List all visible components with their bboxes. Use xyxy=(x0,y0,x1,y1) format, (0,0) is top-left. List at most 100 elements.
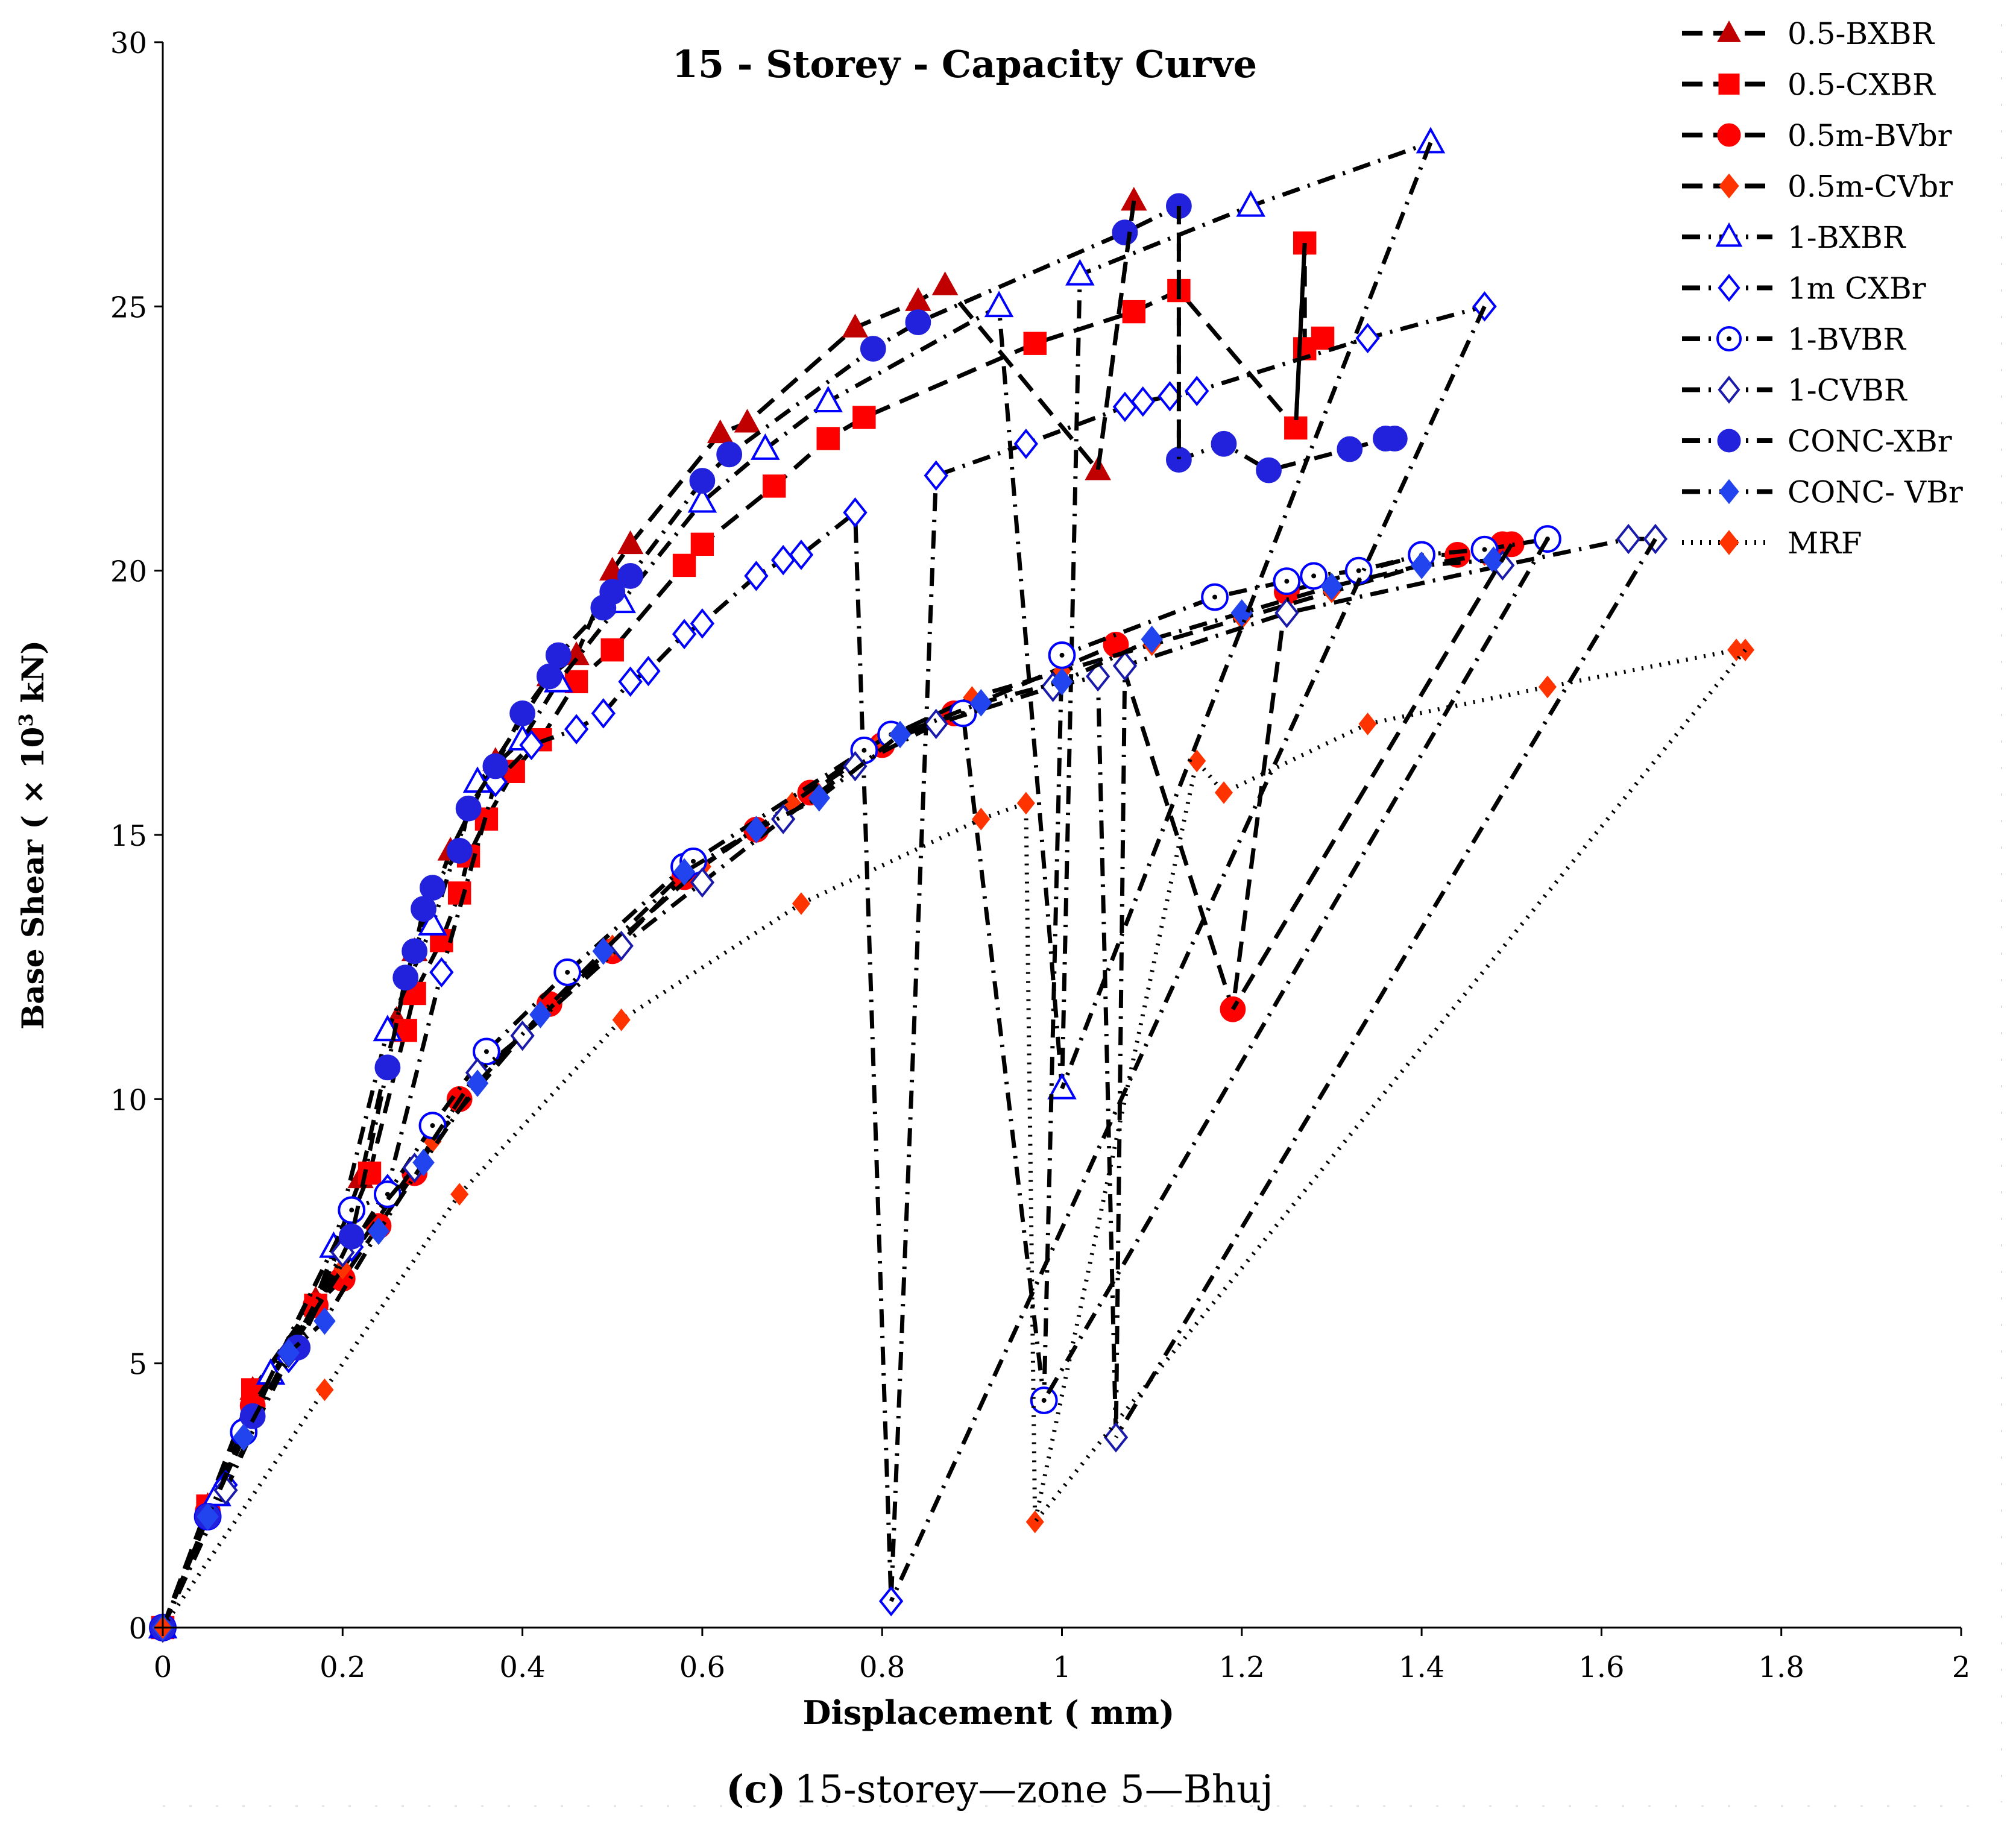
point-0-5-bxbr xyxy=(734,409,761,433)
point-conc-vbr xyxy=(1141,625,1163,653)
legend-marker xyxy=(1715,222,1743,247)
chart-title: 15 - Storey - Capacity Curve xyxy=(672,42,1257,86)
unloading-branches xyxy=(889,142,1747,1602)
point-conc-xbr xyxy=(1211,430,1237,457)
y-axis-label-main: Base Shear ( × 10 xyxy=(15,727,51,1030)
legend-marker xyxy=(1719,173,1739,199)
series-0-5m-bvbr xyxy=(150,531,1525,1641)
point-1-bvbr-center-dot xyxy=(690,858,696,864)
legend-label: 0.5m-BVbr xyxy=(1788,118,1952,153)
point-1-bvbr-center-dot xyxy=(484,1049,489,1054)
point-conc-xbr xyxy=(455,795,482,822)
point-1-bvbr-center-dot xyxy=(430,1123,435,1128)
point-0-5-cxbr xyxy=(852,406,876,429)
legend-marker-center-dot xyxy=(1727,336,1731,341)
point-1m-cxbr xyxy=(564,714,589,744)
point-mrf xyxy=(1025,1510,1044,1534)
y-tick-label: 25 xyxy=(110,291,147,324)
point-1-cvbr xyxy=(1274,597,1299,629)
point-0-5-bxbr xyxy=(905,287,931,311)
legend-item-0-5m-bvbr: 0.5m-BVbr xyxy=(1682,118,1952,153)
point-conc-xbr xyxy=(860,336,886,362)
y-tick-label: 30 xyxy=(110,27,147,60)
x-tick-label: 0 xyxy=(154,1651,172,1684)
point-1-cvbr xyxy=(690,867,715,898)
unloading-line-1-bvbr xyxy=(1042,538,1549,1402)
legend-marker xyxy=(1717,429,1741,453)
point-conc-vbr xyxy=(1051,667,1073,696)
point-1m-cxbr xyxy=(1472,291,1497,322)
point-mrf xyxy=(1214,781,1233,804)
point-conc-vbr xyxy=(745,816,767,844)
series-1-bvbr xyxy=(149,525,1561,1641)
point-1-bxbr xyxy=(813,385,843,412)
point-mrf xyxy=(792,892,811,915)
point-1m-cxbr xyxy=(672,618,697,650)
point-mrf xyxy=(972,807,991,831)
point-1m-cxbr xyxy=(429,957,454,988)
point-1m-cxbr xyxy=(789,540,814,570)
x-tick-label: 1 xyxy=(1053,1651,1071,1684)
point-1-bxbr xyxy=(751,433,780,460)
point-1-cvbr xyxy=(213,1474,238,1506)
x-tick-label: 0.8 xyxy=(859,1651,905,1684)
x-tick-label: 0.4 xyxy=(499,1651,545,1684)
point-mrf xyxy=(1538,675,1557,699)
series-line-0-5m-cvbr xyxy=(160,552,1485,1629)
point-1m-cxbr xyxy=(1130,386,1155,417)
y-axis-label-superscript: 3 xyxy=(14,713,37,726)
series-line-1m-cxbr xyxy=(160,304,1485,1629)
series-mrf xyxy=(153,638,1755,1639)
point-conc-vbr xyxy=(970,689,992,717)
axis-layer xyxy=(162,42,1961,1629)
point-0-5-cxbr xyxy=(600,638,624,662)
y-axis-label: Base Shear ( × 103 kN) xyxy=(14,640,51,1030)
point-conc-vbr xyxy=(808,784,831,812)
legend-label: 1m CXBr xyxy=(1788,271,1926,306)
point-conc-xbr xyxy=(420,875,446,901)
y-axis-label-unit: kN) xyxy=(15,640,51,713)
y-tick-label: 10 xyxy=(110,1083,147,1117)
point-conc-xbr xyxy=(1337,436,1363,462)
tick-layer: 0 5 10 15 20 25 30 0 0.2 0.4 0.6 0.8 1 1.2 1.4 1.6 1.8 2 xyxy=(110,27,1970,1684)
point-conc-xbr xyxy=(545,642,572,669)
point-1m-cxbr xyxy=(1112,391,1138,423)
point-1-bvbr-center-dot xyxy=(1041,1398,1047,1403)
unloading-line-mrf xyxy=(1033,648,1747,1523)
y-tick-label: 15 xyxy=(110,819,147,853)
point-1-bvbr-center-dot xyxy=(862,747,867,753)
series-line-mrf xyxy=(161,647,1745,1629)
unloading-line-1-cvbr xyxy=(1114,538,1657,1439)
point-conc-xbr xyxy=(509,700,535,726)
legend-marker xyxy=(1718,274,1740,302)
legend-item-1-bvbr: 1-BVBR xyxy=(1682,322,1906,357)
point-conc-vbr xyxy=(1320,573,1343,600)
series-1-cvbr xyxy=(150,523,1668,1643)
series-line-1-bvbr xyxy=(160,537,1548,1629)
point-conc-xbr xyxy=(905,309,931,336)
point-0-5-cxbr xyxy=(816,427,840,450)
point-1-bxbr xyxy=(1416,127,1446,154)
legend-marker xyxy=(1719,530,1739,555)
series-line-1-bxbr xyxy=(160,140,1432,1629)
point-1-bxbr xyxy=(984,291,1014,318)
legend-item-1-bxbr: 1-BXBR xyxy=(1682,220,1906,255)
series-0-5m-cvbr xyxy=(153,543,1494,1639)
point-0-5-bxbr xyxy=(707,419,734,444)
point-conc-vbr xyxy=(592,937,615,965)
point-1m-cxbr xyxy=(770,544,796,576)
point-1m-cxbr xyxy=(843,497,868,528)
legend-item-conc-xbr: CONC-XBr xyxy=(1682,424,1952,459)
point-conc-xbr xyxy=(1112,219,1138,246)
point-1-cvbr xyxy=(1085,661,1110,692)
x-tick-label: 1.8 xyxy=(1759,1651,1804,1684)
point-1-cvbr xyxy=(1616,523,1641,555)
x-tick-label: 2 xyxy=(1952,1651,1971,1684)
point-1-bxbr xyxy=(418,908,447,936)
point-mrf xyxy=(1358,713,1377,735)
point-1m-cxbr xyxy=(618,666,643,697)
legend-marker xyxy=(1718,376,1740,404)
x-tick-label: 1.2 xyxy=(1219,1651,1265,1684)
point-0-5-cxbr xyxy=(672,553,696,577)
point-conc-vbr xyxy=(529,1001,552,1028)
